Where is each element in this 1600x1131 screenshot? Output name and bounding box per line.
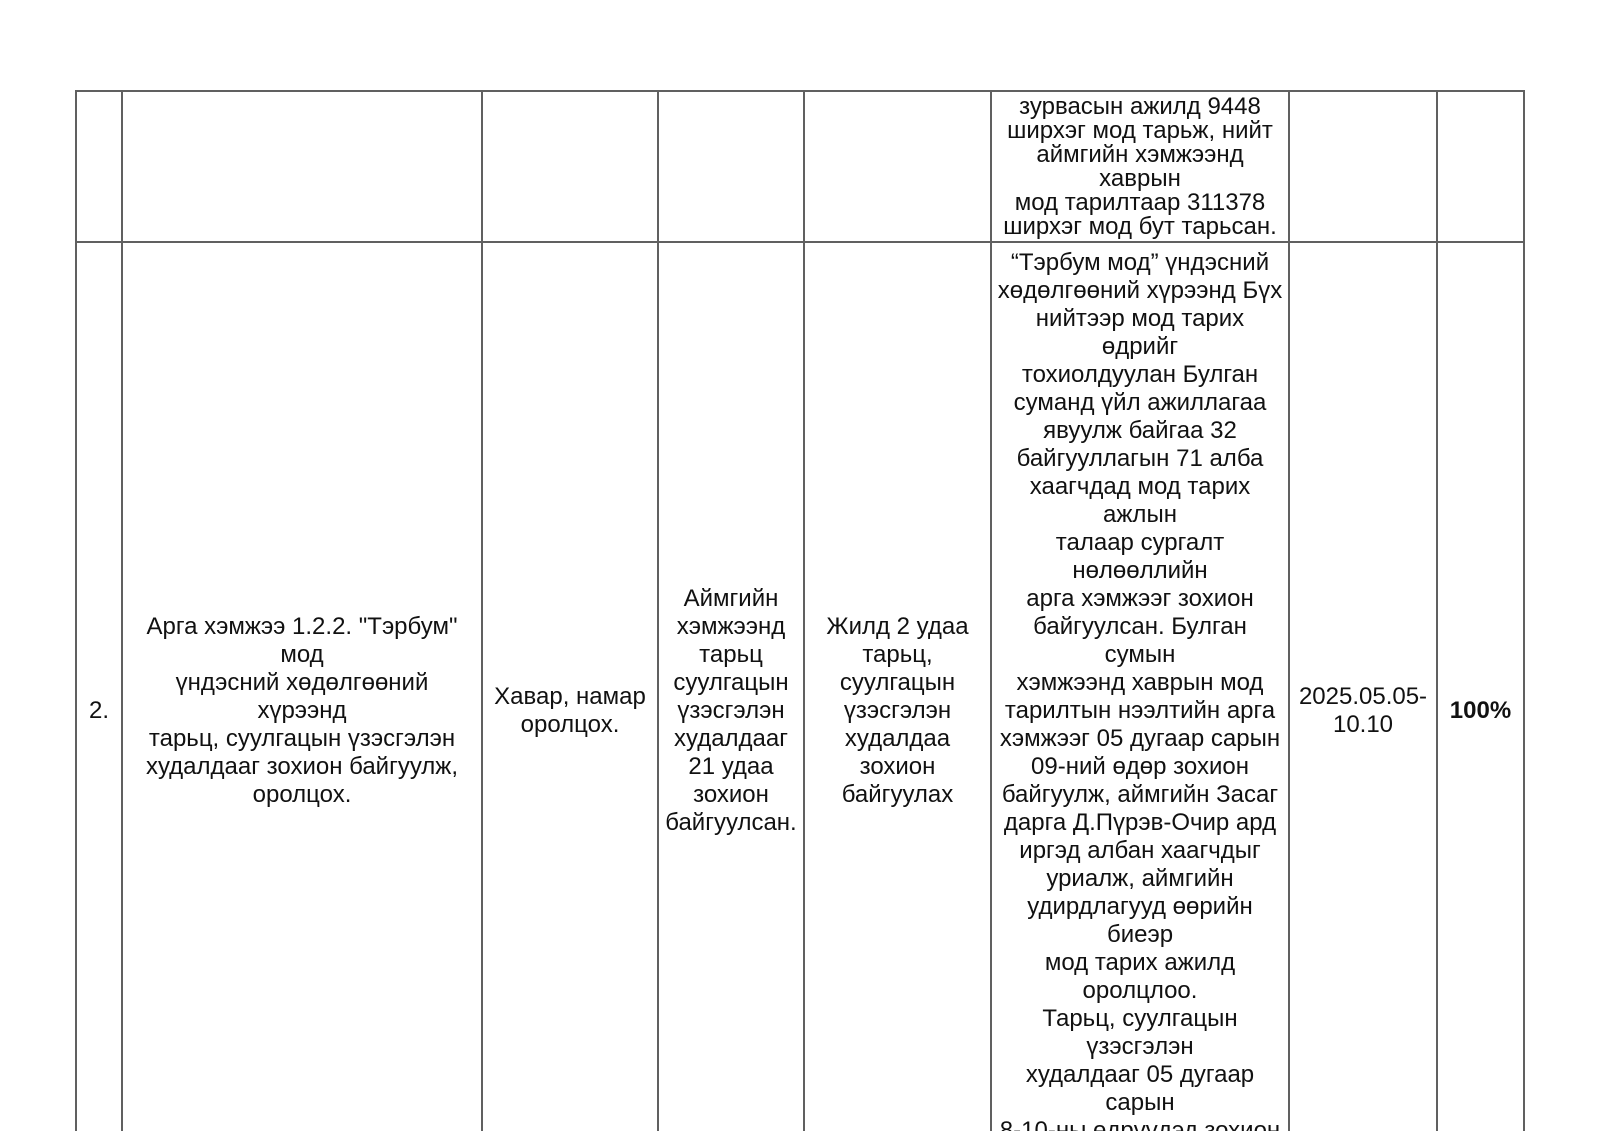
target-cell: Жилд 2 удаа тарьц, суулгацын үзэсгэлэн х… [803,241,992,1131]
row-number: 2. [75,241,123,1131]
carryover-result-cell: зурвасын ажилд 9448 ширхэг мод тарьж, ни… [990,90,1290,243]
table-row-carryover: зурвасын ажилд 9448 ширхэг мод тарьж, ни… [75,90,1525,243]
carryover-num-cell [75,90,123,243]
carryover-activity-cell [121,90,483,243]
carryover-percent-cell [1436,90,1525,243]
table-row-measure-1-2-2: 2. Арга хэмжээ 1.2.2. "Тэрбум" мод үндэс… [75,241,1525,1131]
carryover-timing-cell [481,90,659,243]
carryover-indicator-cell [657,90,805,243]
percent-cell: 100% [1436,241,1525,1131]
date-cell: 2025.05.05- 10.10 [1288,241,1438,1131]
timing-cell: Хавар, намар оролцох. [481,241,659,1131]
result-cell: “Тэрбум мод” үндэсний хөдөлгөөний хүрээн… [990,241,1290,1131]
carryover-date-cell [1288,90,1438,243]
activity-cell: Арга хэмжээ 1.2.2. "Тэрбум" мод үндэсний… [121,241,483,1131]
report-table: зурвасын ажилд 9448 ширхэг мод тарьж, ни… [75,90,1525,1131]
indicator-cell: Аймгийн хэмжээнд тарьц суулгацын үзэсгэл… [657,241,805,1131]
carryover-target-cell [803,90,992,243]
